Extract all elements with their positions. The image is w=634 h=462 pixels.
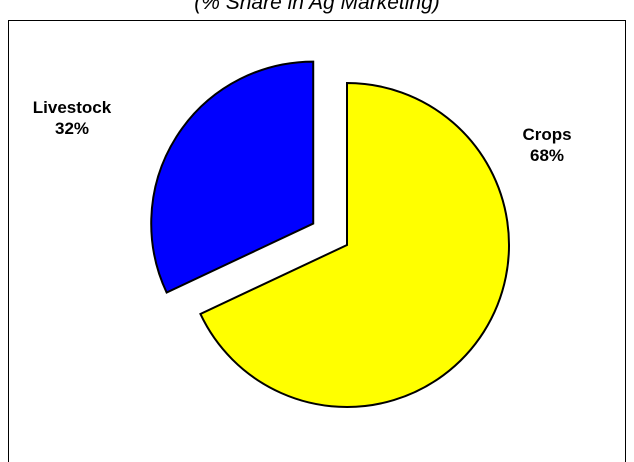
slice-value-crops: 68% (530, 146, 564, 165)
plot-frame (8, 20, 626, 462)
slice-label-livestock: Livestock (33, 98, 112, 117)
pie-labels: Crops 68% Livestock 32% (33, 98, 572, 165)
pie-slice-crops (199, 81, 510, 408)
slice-value-livestock: 32% (55, 119, 89, 138)
slice-label-crops: Crops (522, 125, 571, 144)
chart-subtitle: (% Share in Ag Marketing) (194, 0, 440, 14)
pie-slices (150, 60, 510, 408)
pie-slice-livestock (150, 60, 315, 294)
